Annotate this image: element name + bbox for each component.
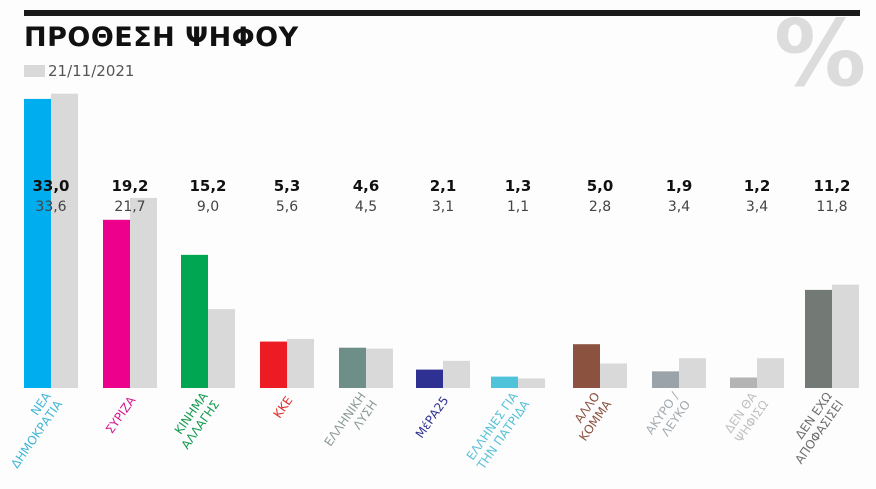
category-label: ΣΥΡΙΖΑ <box>103 393 139 436</box>
value-label-current: 1,2 <box>744 177 771 195</box>
legend: 21/11/2021 <box>24 62 134 80</box>
value-label-current: 1,9 <box>666 177 693 195</box>
value-label-previous: 3,4 <box>746 199 768 215</box>
legend-swatch-previous <box>24 65 45 77</box>
value-label-current: 5,3 <box>274 177 301 195</box>
category-label: ΑΚΥΡΟ /ΛΕΥΚΟ <box>643 389 693 439</box>
bar-current <box>260 341 287 388</box>
value-label-current: 1,3 <box>505 177 532 195</box>
bar-current <box>573 344 600 388</box>
value-label-previous: 11,8 <box>816 199 847 215</box>
bar-current <box>339 347 366 388</box>
bar-previous <box>51 93 78 388</box>
chart-title: ΠΡΟΘΕΣΗ ΨΗΦΟΥ <box>24 22 299 53</box>
value-label-current: 33,0 <box>32 177 69 195</box>
legend-label-previous: 21/11/2021 <box>48 62 135 80</box>
percent-watermark: % <box>774 0 867 107</box>
value-label-previous: 2,8 <box>589 199 611 215</box>
bar-current <box>730 377 757 388</box>
category-label-line: ΣΥΡΙΖΑ <box>103 393 139 436</box>
bar-previous <box>757 358 784 388</box>
category-label-line: ΚΚΕ <box>271 394 296 421</box>
bar-previous <box>832 284 859 388</box>
bar-previous <box>366 348 393 388</box>
bar-current <box>652 371 679 388</box>
value-label-previous: 9,0 <box>197 199 219 215</box>
value-label-current: 11,2 <box>813 177 850 195</box>
value-label-previous: 5,6 <box>276 199 298 215</box>
bar-current <box>24 98 51 389</box>
bar-previous <box>130 197 157 388</box>
bar-current <box>805 289 832 388</box>
value-label-previous: 21,7 <box>114 199 145 215</box>
value-label-previous: 4,5 <box>355 199 377 215</box>
value-label-current: 5,0 <box>587 177 614 195</box>
value-label-previous: 1,1 <box>507 199 529 215</box>
category-label-line: ΜέΡΑ25 <box>413 394 452 441</box>
bar-previous <box>443 360 470 388</box>
value-label-current: 15,2 <box>189 177 226 195</box>
category-label: ΚΚΕ <box>271 394 296 421</box>
value-label-previous: 3,4 <box>668 199 690 215</box>
top-rule <box>24 10 860 16</box>
value-label-current: 2,1 <box>430 177 457 195</box>
bar-current <box>103 219 130 388</box>
value-label-previous: 3,1 <box>432 199 454 215</box>
value-label-previous: 33,6 <box>35 199 66 215</box>
bar-previous <box>518 378 545 388</box>
bar-current <box>491 376 518 388</box>
bar-current <box>416 369 443 388</box>
bar-previous <box>208 309 235 388</box>
value-label-current: 4,6 <box>353 177 380 195</box>
value-label-current: 19,2 <box>111 177 148 195</box>
category-label: ΜέΡΑ25 <box>413 394 452 441</box>
bar-previous <box>600 363 627 388</box>
bar-previous <box>287 338 314 388</box>
bar-previous <box>679 358 706 388</box>
bar-current <box>181 254 208 388</box>
